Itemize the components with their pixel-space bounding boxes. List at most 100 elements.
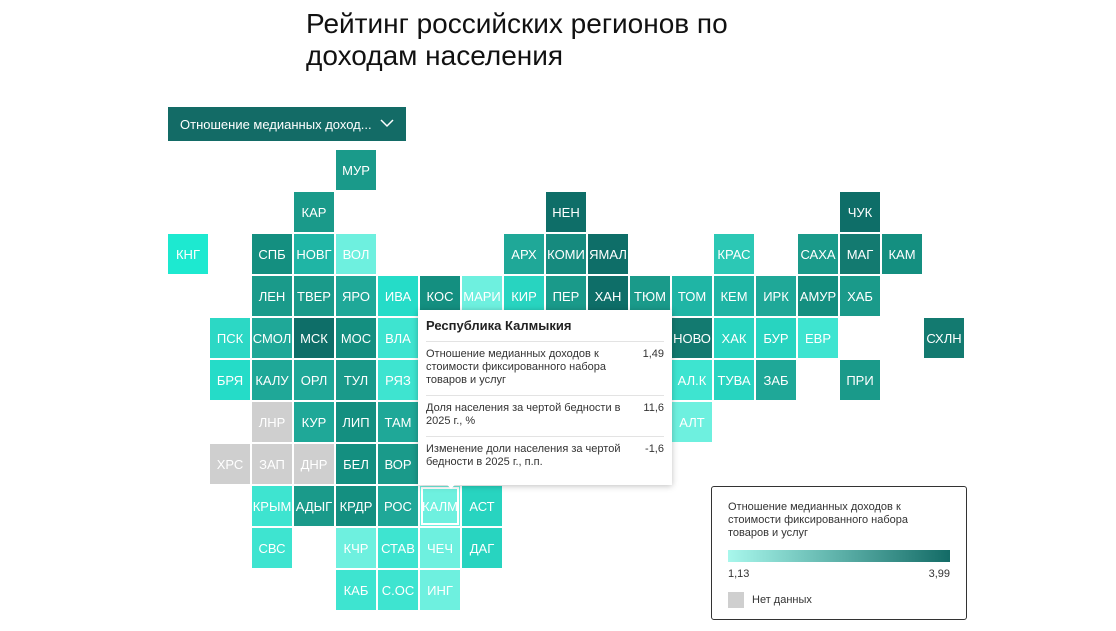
region-tile[interactable]: СТАВ	[378, 528, 418, 568]
region-tile[interactable]: С.ОС	[378, 570, 418, 610]
region-tile[interactable]: ЧЕЧ	[420, 528, 460, 568]
page-title: Рейтинг российских регионов по доходам н…	[306, 8, 728, 71]
region-tile[interactable]: ДНР	[294, 444, 334, 484]
region-tile[interactable]: АЛ.К	[672, 360, 712, 400]
region-tile[interactable]: ХАК	[714, 318, 754, 358]
region-tile[interactable]: ЗАБ	[756, 360, 796, 400]
tooltip-value: -1,6	[645, 443, 664, 455]
tooltip-label: Доля населения за чертой бедности в 2025…	[426, 402, 621, 427]
region-tile[interactable]: МОС	[336, 318, 376, 358]
tooltip-row: Доля населения за чертой бедности в 2025…	[426, 395, 664, 436]
dropdown-chevron	[380, 119, 394, 128]
region-tile[interactable]: МУР	[336, 150, 376, 190]
region-tile[interactable]: НОВО	[672, 318, 712, 358]
region-tile[interactable]: СХЛН	[924, 318, 964, 358]
region-tile[interactable]: СПБ	[252, 234, 292, 274]
region-tile[interactable]: КАЛУ	[252, 360, 292, 400]
region-tile[interactable]: КОМИ	[546, 234, 586, 274]
region-tile[interactable]: БУР	[756, 318, 796, 358]
tooltip-row: Изменение доли населения за чертой бедно…	[426, 436, 664, 477]
region-tile[interactable]: ТЮМ	[630, 276, 670, 316]
no-data-swatch	[728, 592, 744, 608]
region-tile[interactable]: ЛЕН	[252, 276, 292, 316]
region-tile[interactable]: ЛИП	[336, 402, 376, 442]
region-tile[interactable]: РОС	[378, 486, 418, 526]
region-tile[interactable]: САХА	[798, 234, 838, 274]
region-tile[interactable]: КРДР	[336, 486, 376, 526]
tooltip-label: Изменение доли населения за чертой бедно…	[426, 443, 621, 468]
region-tile[interactable]: ОРЛ	[294, 360, 334, 400]
region-tile[interactable]: ТАМ	[378, 402, 418, 442]
region-tile[interactable]: НОВГ	[294, 234, 334, 274]
tooltip-value: 11,6	[643, 402, 664, 414]
tooltip-arrow	[443, 480, 459, 489]
region-tile[interactable]: КЕМ	[714, 276, 754, 316]
tooltip-value: 1,49	[642, 348, 664, 360]
region-tile[interactable]: ХРС	[210, 444, 250, 484]
region-tile[interactable]: СМОЛ	[252, 318, 292, 358]
region-tile[interactable]: ПЕР	[546, 276, 586, 316]
region-tile[interactable]: БРЯ	[210, 360, 250, 400]
region-tile[interactable]: ХАБ	[840, 276, 880, 316]
legend-min: 1,13	[728, 568, 750, 580]
region-tile[interactable]: СВС	[252, 528, 292, 568]
region-tile[interactable]: МАРИ	[462, 276, 502, 316]
region-tile[interactable]: РЯЗ	[378, 360, 418, 400]
legend-gradient	[728, 550, 950, 562]
dropdown-label: Отношение медианных доход...	[180, 116, 372, 132]
region-tile[interactable]: АМУР	[798, 276, 838, 316]
no-data-label: Нет данных	[752, 594, 812, 606]
tooltip: Республика Калмыкия Отношение медианных …	[418, 310, 672, 485]
region-tile[interactable]: КНГ	[168, 234, 208, 274]
legend-no-data: Нет данных	[728, 592, 950, 608]
region-tile[interactable]: ЧУК	[840, 192, 880, 232]
tooltip-row: Отношение медианных доходов к стоимости …	[426, 341, 664, 395]
region-tile[interactable]: КУР	[294, 402, 334, 442]
region-tile[interactable]: ЯМАЛ	[588, 234, 628, 274]
region-tile[interactable]: ПСК	[210, 318, 250, 358]
region-tile[interactable]: АДЫГ	[294, 486, 334, 526]
region-tile[interactable]: ВЛА	[378, 318, 418, 358]
region-tile[interactable]: КАМ	[882, 234, 922, 274]
region-tile[interactable]: ИНГ	[420, 570, 460, 610]
legend-limits: 1,13 3,99	[728, 568, 950, 580]
region-tile[interactable]: ИРК	[756, 276, 796, 316]
legend: Отношение медианных доходов к стоимости …	[711, 486, 967, 620]
region-tile[interactable]: ХАН	[588, 276, 628, 316]
region-tile[interactable]: КОС	[420, 276, 460, 316]
region-tile[interactable]: КРАС	[714, 234, 754, 274]
region-tile[interactable]: ИВА	[378, 276, 418, 316]
legend-max: 3,99	[928, 568, 950, 580]
region-tile[interactable]: НЕН	[546, 192, 586, 232]
region-tile[interactable]: АЛТ	[672, 402, 712, 442]
region-tile[interactable]: ЛНР	[252, 402, 292, 442]
region-tile[interactable]: АСТ	[462, 486, 502, 526]
region-tile[interactable]: ТУЛ	[336, 360, 376, 400]
region-tile[interactable]: ЗАП	[252, 444, 292, 484]
region-tile[interactable]: КРЫМ	[252, 486, 292, 526]
region-tile[interactable]: АРХ	[504, 234, 544, 274]
tooltip-title: Республика Калмыкия	[426, 318, 572, 333]
region-tile[interactable]: БЕЛ	[336, 444, 376, 484]
region-tile[interactable]: КАЛМ	[420, 486, 460, 526]
region-tile[interactable]: МСК	[294, 318, 334, 358]
region-tile[interactable]: ДАГ	[462, 528, 502, 568]
region-tile[interactable]: КЧР	[336, 528, 376, 568]
region-tile[interactable]: ЕВР	[798, 318, 838, 358]
region-tile[interactable]: МАГ	[840, 234, 880, 274]
metric-dropdown[interactable]: Отношение медианных доход...	[168, 107, 406, 141]
region-tile[interactable]: ТВЕР	[294, 276, 334, 316]
legend-title: Отношение медианных доходов к стоимости …	[728, 501, 909, 539]
tooltip-label: Отношение медианных доходов к стоимости …	[426, 348, 607, 386]
region-tile[interactable]: ВОЛ	[336, 234, 376, 274]
region-tile[interactable]: ТУВА	[714, 360, 754, 400]
region-tile[interactable]: ЯРО	[336, 276, 376, 316]
region-tile[interactable]: ВОР	[378, 444, 418, 484]
region-tile[interactable]: КИР	[504, 276, 544, 316]
region-tile[interactable]: КАР	[294, 192, 334, 232]
region-tile[interactable]: ПРИ	[840, 360, 880, 400]
region-tile[interactable]: КАБ	[336, 570, 376, 610]
region-tile[interactable]: ТОМ	[672, 276, 712, 316]
